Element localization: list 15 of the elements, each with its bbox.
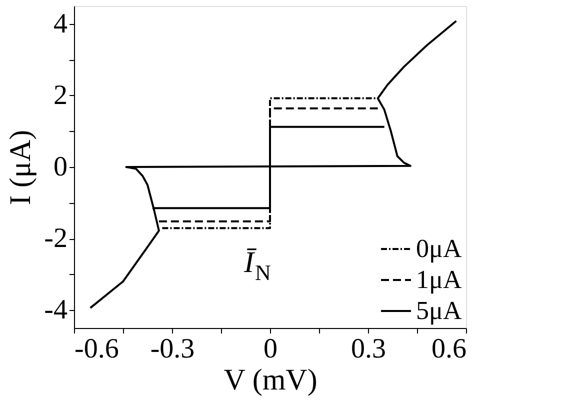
legend-label: 0μA bbox=[416, 234, 462, 263]
legend-label: 5μA bbox=[416, 296, 462, 325]
y-tick-label: -2 bbox=[44, 223, 68, 254]
x-tick-label: 0 bbox=[264, 334, 278, 364]
y-axis-title: I (μA) bbox=[4, 130, 38, 206]
y-tick-label: 0 bbox=[54, 152, 68, 182]
y-tick-label: 4 bbox=[54, 8, 68, 40]
y-tick-label: 2 bbox=[54, 80, 68, 111]
x-tick-label: -0.6 bbox=[74, 334, 119, 364]
y-tick-label: -4 bbox=[44, 294, 68, 326]
x-tick-label: 0.6 bbox=[432, 334, 466, 364]
x-tick-label: -0.3 bbox=[150, 334, 195, 364]
legend-label: 1μA bbox=[416, 265, 462, 294]
x-tick-label: 0.3 bbox=[351, 334, 386, 364]
x-axis-title: V (mV) bbox=[224, 364, 318, 396]
